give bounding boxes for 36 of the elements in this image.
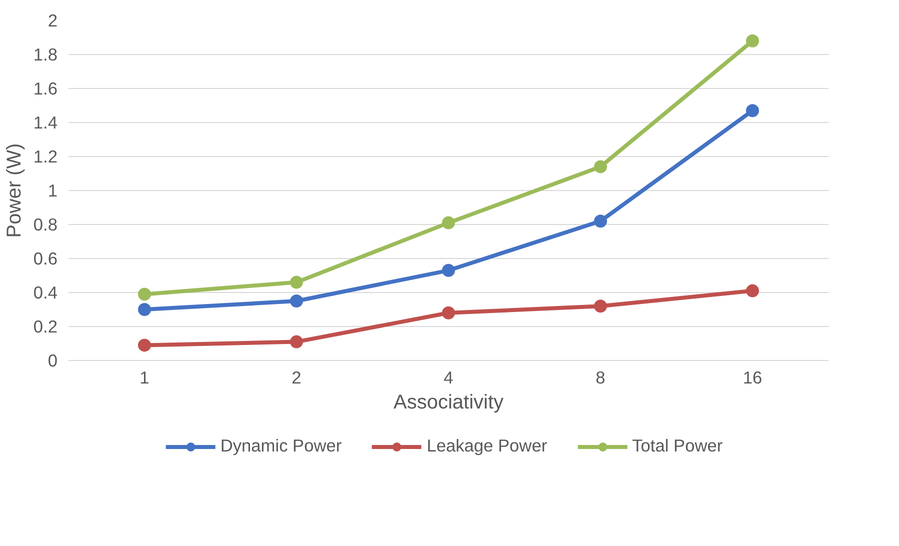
point [290, 276, 303, 289]
point [746, 104, 759, 118]
point [442, 264, 455, 277]
y-tick-label: 0.8 [33, 214, 58, 234]
point [442, 216, 455, 230]
legend-label: Leakage Power [426, 436, 548, 456]
y-tick-label: 1.2 [33, 146, 58, 166]
x-tick-label: 2 [292, 368, 302, 388]
point [290, 335, 303, 348]
y-tick-label: 1.6 [33, 78, 58, 98]
point [594, 160, 607, 174]
y-tick-label: 1.4 [33, 112, 58, 132]
point [594, 214, 607, 228]
legend-label: Total Power [632, 436, 723, 456]
point [442, 306, 455, 320]
y-tick-label: 2 [48, 10, 58, 30]
x-tick-label: 1 [140, 368, 150, 388]
legend-label: Dynamic Power [220, 436, 342, 456]
point [138, 338, 151, 352]
y-tick-label: 0 [48, 350, 58, 370]
y-tick-label: 0.6 [33, 248, 58, 268]
y-axis-title: Power (W) [3, 143, 26, 238]
x-tick-label: 16 [742, 368, 762, 388]
point [746, 284, 759, 298]
point [594, 300, 607, 313]
x-axis-title: Associativity [393, 392, 504, 414]
y-tick-label: 1 [48, 180, 58, 200]
point [138, 303, 151, 316]
y-tick-label: 0.2 [33, 316, 58, 336]
y-tick-label: 0.4 [33, 282, 58, 302]
x-tick-label: 4 [444, 368, 454, 388]
y-tick-label: 1.8 [33, 44, 58, 64]
point [290, 294, 303, 308]
point [138, 288, 151, 301]
point [746, 34, 759, 48]
x-tick-label: 8 [596, 368, 606, 388]
